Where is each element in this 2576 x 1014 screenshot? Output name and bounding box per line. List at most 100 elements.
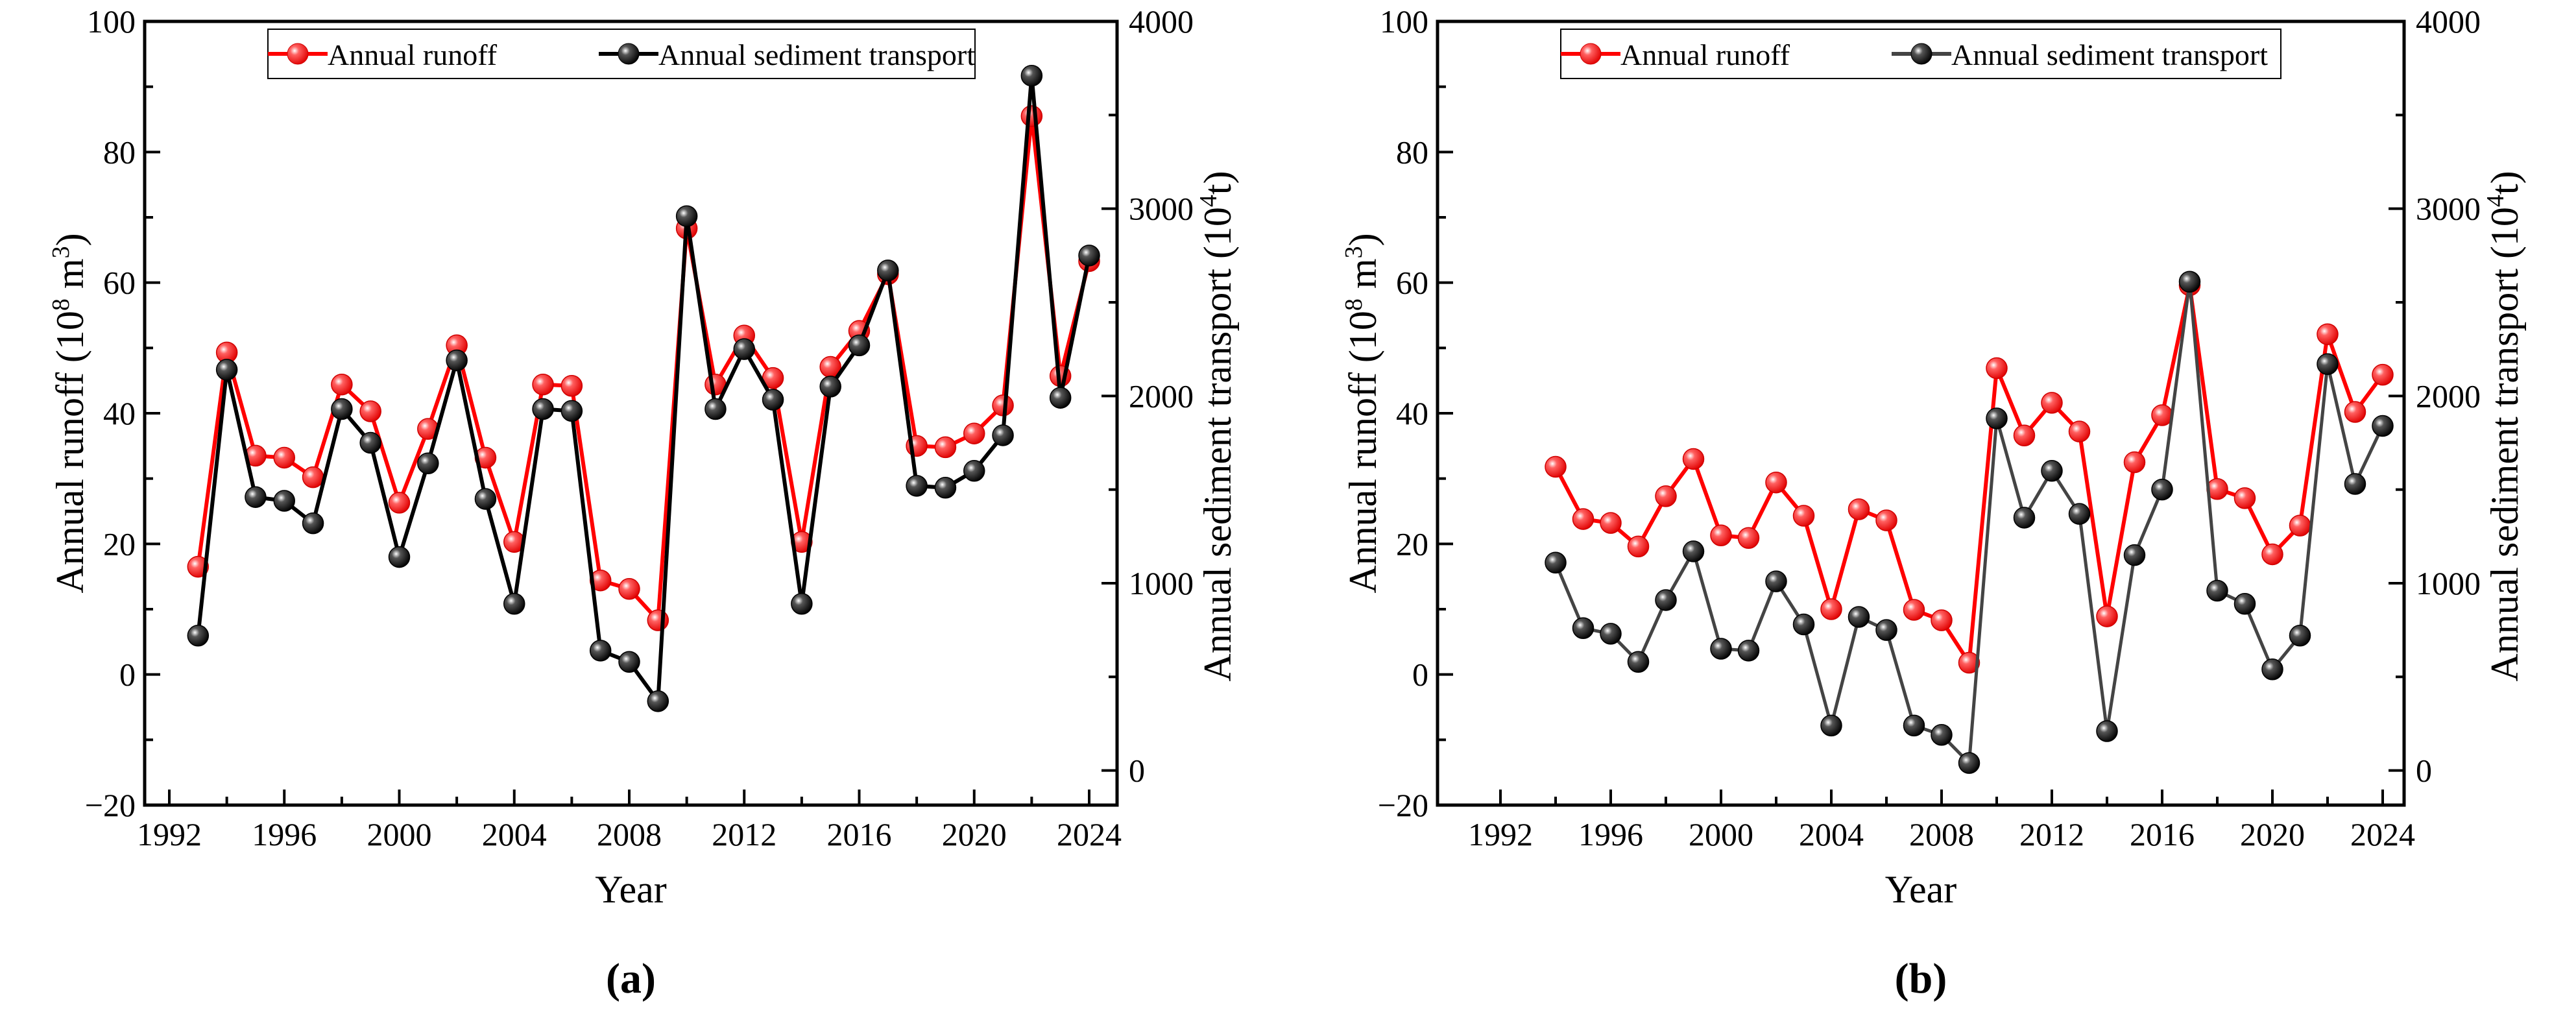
y2-tick-label: 2000 <box>1129 378 1194 414</box>
y-axis-title-exp: 8 <box>1340 298 1367 311</box>
data-point-runoff <box>532 373 554 396</box>
x-tick-label: 2008 <box>1909 816 1974 852</box>
x-tick-label: 1996 <box>1578 816 1643 852</box>
y-axis-title-exp: 3 <box>1340 246 1367 258</box>
legend-marker <box>1580 43 1602 65</box>
data-point-sediment <box>1545 551 1567 573</box>
y-tick-label: 100 <box>87 3 136 40</box>
data-point-runoff <box>2261 543 2283 566</box>
data-point-runoff <box>589 569 612 592</box>
legend-label: Annual sediment transport <box>658 38 975 71</box>
y-axis-title-exp: 8 <box>47 298 75 311</box>
data-point-sediment <box>1078 245 1100 267</box>
data-point-runoff <box>1848 498 1870 520</box>
legend-label: Annual sediment transport <box>1951 38 2268 71</box>
y2-tick-label: 1000 <box>2416 565 2481 601</box>
y-tick-label: 40 <box>1396 395 1428 431</box>
y2-axis-title-end: t) <box>1196 171 1239 195</box>
data-point-sediment <box>934 477 957 499</box>
data-point-runoff <box>1627 535 1650 558</box>
data-point-sediment <box>1655 589 1677 611</box>
data-point-sediment <box>417 452 439 474</box>
plot-frame <box>143 19 1119 807</box>
y2-tick-label: 1000 <box>1129 565 1194 601</box>
y-axis-title-unit: m <box>1342 258 1384 298</box>
data-point-sediment <box>906 475 928 497</box>
data-point-sediment <box>1737 640 1760 662</box>
data-point-runoff <box>2041 392 2063 414</box>
data-point-sediment <box>762 389 784 411</box>
data-point-sediment <box>1765 570 1787 592</box>
y-tick-label: 60 <box>103 265 136 301</box>
x-tick-label: 1992 <box>1468 816 1533 852</box>
x-tick-label: 2000 <box>1689 816 1753 852</box>
x-tick-label: 2024 <box>2350 816 2415 852</box>
data-point-sediment <box>2317 353 2339 376</box>
y2-axis-title-main: Annual sediment transport (10 <box>2483 207 2526 682</box>
data-point-sediment <box>1020 64 1043 87</box>
series-line-runoff <box>1554 285 2385 669</box>
data-point-runoff <box>2289 514 2311 537</box>
y-tick-label: 80 <box>1396 134 1428 170</box>
data-point-sediment <box>1820 714 1842 737</box>
data-point-sediment <box>848 334 871 357</box>
data-point-sediment <box>733 338 755 360</box>
data-point-sediment <box>2123 544 2146 566</box>
data-point-sediment <box>791 592 813 615</box>
x-tick-label: 2012 <box>2019 816 2084 852</box>
x-axis-title: Year <box>595 868 667 911</box>
y2-axis-title: Annual sediment transport (104t) <box>1195 171 1239 681</box>
y2-tick-label: 3000 <box>1129 191 1194 227</box>
y-axis-title-end: ) <box>1342 233 1384 246</box>
data-point-runoff <box>2123 451 2146 474</box>
data-point-sediment <box>819 376 841 398</box>
data-point-sediment <box>1682 540 1705 562</box>
x-tick-label: 1996 <box>252 816 317 852</box>
data-point-runoff <box>1986 357 2008 380</box>
data-point-runoff <box>1655 485 1677 507</box>
data-point-sediment <box>273 490 295 512</box>
legend-marker <box>287 43 309 65</box>
data-point-runoff <box>1903 599 1925 621</box>
data-point-runoff <box>1931 609 1953 631</box>
x-tick-label: 1992 <box>137 816 202 852</box>
data-point-sediment <box>2151 478 2173 501</box>
y2-tick-label: 3000 <box>2416 191 2481 227</box>
data-point-runoff <box>331 373 353 396</box>
x-tick-label: 2016 <box>2130 816 2195 852</box>
data-point-sediment <box>2261 658 2283 681</box>
data-point-runoff <box>1820 598 1842 620</box>
panel-label: (a) <box>606 955 656 1002</box>
data-point-runoff <box>2233 487 2256 509</box>
data-point-sediment <box>1572 617 1595 640</box>
data-point-runoff <box>560 374 583 397</box>
y-tick-label: −20 <box>85 787 136 823</box>
data-point-sediment <box>302 512 324 535</box>
y2-tick-label: 4000 <box>2416 3 2481 40</box>
x-tick-label: 2004 <box>1799 816 1864 852</box>
data-point-sediment <box>647 690 669 712</box>
plot-frame <box>1436 19 2406 807</box>
legend: Annual runoff Annual sediment transport <box>267 29 976 79</box>
data-point-sediment <box>1627 651 1650 673</box>
data-point-runoff <box>2013 424 2036 446</box>
data-point-runoff <box>273 446 295 469</box>
data-point-sediment <box>359 431 381 454</box>
data-point-sediment <box>2041 460 2063 482</box>
data-point-sediment <box>2233 592 2256 615</box>
data-point-sediment <box>2344 473 2366 495</box>
data-point-sediment <box>1848 606 1870 628</box>
data-point-sediment <box>877 260 899 282</box>
series-line-runoff <box>196 115 1091 625</box>
y2-axis-title-exp: 4 <box>2482 195 2509 207</box>
y-tick-label: 60 <box>1396 265 1428 301</box>
data-point-sediment <box>618 651 640 673</box>
legend-label: Annual runoff <box>1620 38 1790 71</box>
y-axis-title: Annual runoff (108 m3) <box>47 233 91 593</box>
x-axis-title: Year <box>1885 868 1957 911</box>
data-point-runoff <box>1958 651 1980 674</box>
y-tick-label: 100 <box>1380 3 1428 40</box>
data-point-sediment <box>2372 415 2394 437</box>
y-tick-label: 20 <box>103 525 136 562</box>
data-point-runoff <box>1710 524 1732 546</box>
